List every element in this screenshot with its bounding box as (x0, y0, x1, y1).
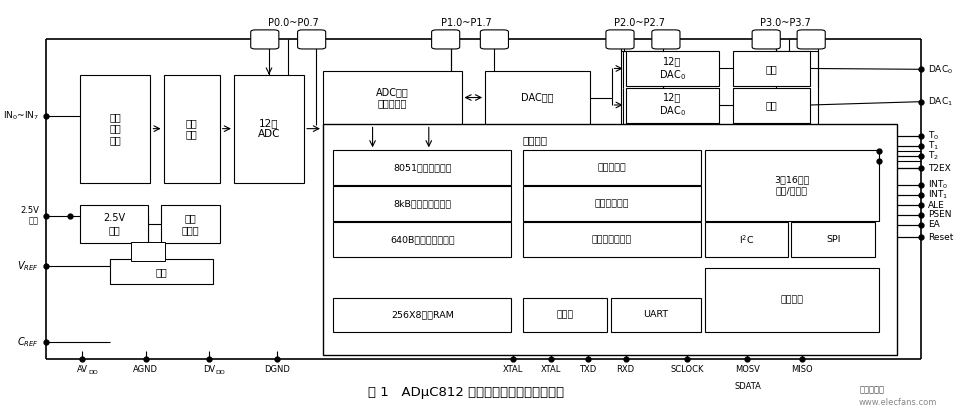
Bar (523, 186, 701, 221)
Bar (80, 75, 150, 183)
Text: 2.5V
基准: 2.5V 基准 (20, 206, 39, 225)
Text: AGND: AGND (133, 365, 158, 374)
Text: $C_{REF}$: $C_{REF}$ (17, 335, 39, 349)
Text: DV: DV (203, 365, 216, 374)
Bar (485, 71, 590, 124)
Bar (705, 222, 788, 257)
Text: 电源监视器: 电源监视器 (597, 163, 626, 172)
Text: ADC控制
和校准逻辑: ADC控制 和校准逻辑 (376, 87, 408, 108)
Bar (333, 222, 511, 257)
Text: DD: DD (216, 370, 225, 375)
Text: 看门狗定时器: 看门狗定时器 (594, 199, 629, 208)
Text: T2EX: T2EX (928, 164, 951, 173)
Text: MISO: MISO (791, 365, 813, 374)
Text: 片内串行加载器: 片内串行加载器 (591, 235, 632, 244)
Text: 缓冲: 缓冲 (766, 100, 778, 110)
Text: 模拟
多路
开关: 模拟 多路 开关 (110, 112, 121, 145)
Text: www.elecfans.com: www.elecfans.com (858, 398, 937, 407)
Text: INT$_1$: INT$_1$ (928, 189, 949, 201)
Text: 跟踪
保持: 跟踪 保持 (186, 118, 197, 139)
Bar (523, 298, 607, 332)
Text: 12位
ADC: 12位 ADC (258, 118, 280, 139)
Text: TXD: TXD (580, 365, 597, 374)
Text: DGND: DGND (264, 365, 290, 374)
Text: IN$_0$~IN$_7$: IN$_0$~IN$_7$ (3, 110, 39, 122)
Text: P3.0~P3.7: P3.0~P3.7 (760, 18, 810, 28)
Bar (323, 71, 461, 124)
Text: UART: UART (643, 310, 668, 319)
FancyBboxPatch shape (752, 30, 780, 49)
Text: ALE: ALE (928, 200, 945, 210)
Text: EA: EA (928, 220, 940, 229)
FancyBboxPatch shape (481, 30, 508, 49)
Text: XTAL: XTAL (503, 365, 523, 374)
Text: 2.5V
基准: 2.5V 基准 (103, 213, 125, 235)
Bar (611, 298, 701, 332)
Text: T$_1$: T$_1$ (928, 140, 940, 152)
Text: RXD: RXD (616, 365, 635, 374)
Text: 缓冲: 缓冲 (766, 63, 778, 74)
Text: 多路开关: 多路开关 (780, 295, 803, 304)
Text: 微控制器: 微控制器 (523, 135, 548, 145)
Bar (333, 186, 511, 221)
FancyBboxPatch shape (250, 30, 279, 49)
Bar (110, 259, 213, 284)
Bar (705, 268, 878, 332)
Text: 8051兼容微控制器: 8051兼容微控制器 (393, 163, 452, 172)
Text: $V_{REF}$: $V_{REF}$ (17, 259, 39, 273)
FancyBboxPatch shape (431, 30, 459, 49)
Text: PSEN: PSEN (928, 210, 951, 220)
Text: XTAL: XTAL (540, 365, 560, 374)
Text: I$^2$C: I$^2$C (739, 233, 754, 246)
Text: 256X8用户RAM: 256X8用户RAM (391, 310, 454, 319)
Text: P0.0~P0.7: P0.0~P0.7 (268, 18, 319, 28)
Text: 图 1   ADμC812 数据采集系统芯片功能框图: 图 1 ADμC812 数据采集系统芯片功能框图 (368, 386, 564, 399)
Text: T$_0$: T$_0$ (928, 130, 940, 142)
Bar (131, 242, 165, 261)
Text: 振荡器: 振荡器 (556, 310, 573, 319)
Text: 3个16位定
时器/计数器: 3个16位定 时器/计数器 (774, 176, 810, 195)
Bar (333, 150, 511, 185)
Text: SDATA: SDATA (734, 382, 761, 391)
Bar (234, 75, 304, 183)
Text: SPI: SPI (826, 235, 841, 244)
Text: DAC控制: DAC控制 (521, 93, 554, 103)
Text: SCLOCK: SCLOCK (670, 365, 704, 374)
Bar (705, 150, 878, 221)
Text: DAC$_1$: DAC$_1$ (928, 95, 953, 108)
Text: 12位
DAC$_0$: 12位 DAC$_0$ (659, 56, 686, 82)
Text: AV: AV (76, 365, 88, 374)
Bar (792, 222, 875, 257)
Bar (626, 88, 719, 123)
Bar (164, 75, 220, 183)
Text: 电子发烧友: 电子发烧友 (860, 386, 885, 395)
Bar (323, 124, 898, 355)
Text: MOSV: MOSV (735, 365, 760, 374)
Bar (523, 222, 701, 257)
Text: DD: DD (89, 370, 98, 375)
Text: 12位
DAC$_0$: 12位 DAC$_0$ (659, 92, 686, 118)
FancyBboxPatch shape (298, 30, 325, 49)
Bar (80, 205, 147, 243)
FancyBboxPatch shape (606, 30, 634, 49)
Text: Reset: Reset (928, 233, 953, 242)
Text: 640B闪速数据存储器: 640B闪速数据存储器 (390, 235, 455, 244)
Text: DAC$_0$: DAC$_0$ (928, 63, 953, 76)
Bar (333, 298, 511, 332)
Text: 温度
传感器: 温度 传感器 (181, 213, 199, 235)
Text: INT$_0$: INT$_0$ (928, 179, 949, 191)
Bar (523, 150, 701, 185)
Text: 8kB闪速程序存储器: 8kB闪速程序存储器 (393, 199, 452, 208)
FancyBboxPatch shape (797, 30, 825, 49)
Bar (161, 205, 220, 243)
FancyBboxPatch shape (652, 30, 680, 49)
Text: P2.0~P2.7: P2.0~P2.7 (614, 18, 665, 28)
Bar (734, 88, 810, 123)
Text: P1.0~P1.7: P1.0~P1.7 (441, 18, 492, 28)
Text: 缓冲: 缓冲 (156, 267, 168, 277)
Text: T$_2$: T$_2$ (928, 150, 939, 162)
Bar (734, 51, 810, 86)
Bar (626, 51, 719, 86)
